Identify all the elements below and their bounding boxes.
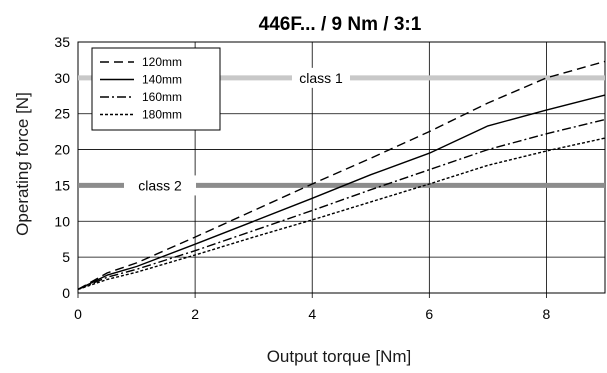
y-tick-label: 30: [54, 70, 70, 86]
x-tick-label: 2: [191, 306, 199, 322]
legend-label: 140mm: [142, 73, 182, 87]
legend-label: 180mm: [142, 108, 182, 122]
chart-title: 446F... / 9 Nm / 3:1: [259, 14, 422, 35]
x-tick-label: 8: [543, 306, 551, 322]
legend-box: [91, 47, 221, 131]
y-tick-label: 5: [62, 249, 70, 265]
legend-label: 160mm: [142, 90, 182, 104]
series-line: [77, 118, 606, 291]
class-band-label-bg: [292, 67, 350, 88]
class-band-label: class 1: [299, 70, 343, 86]
class-band-label-bg: [124, 175, 196, 196]
y-tick-label: 20: [54, 142, 70, 158]
legend: 120mm 140mm 160mm 180mm: [91, 47, 221, 131]
y-axis-label: Operating force [N]: [13, 92, 32, 236]
x-tick-label: 6: [425, 306, 433, 322]
series-line: [77, 137, 606, 291]
y-tick-label: 0: [62, 285, 70, 301]
legend-label: 120mm: [142, 55, 182, 69]
tick-labels: 0 5 10 15 20 25 30 35 0 2 4 6 8: [54, 34, 550, 322]
y-tick-label: 35: [54, 34, 70, 50]
series-line: [77, 60, 606, 291]
class-bands: class 1 class 2: [78, 67, 605, 196]
series-lines: [77, 60, 606, 291]
x-tick-label: 0: [74, 306, 82, 322]
y-tick-label: 15: [54, 177, 70, 193]
series-line: [77, 94, 606, 291]
plot-frame: [77, 41, 606, 294]
x-tick-label: 4: [308, 306, 316, 322]
y-tick-label: 25: [54, 106, 70, 122]
class-band-label: class 2: [138, 177, 182, 193]
y-tick-label: 10: [54, 213, 70, 229]
x-axis-label: Output torque [Nm]: [267, 347, 412, 366]
